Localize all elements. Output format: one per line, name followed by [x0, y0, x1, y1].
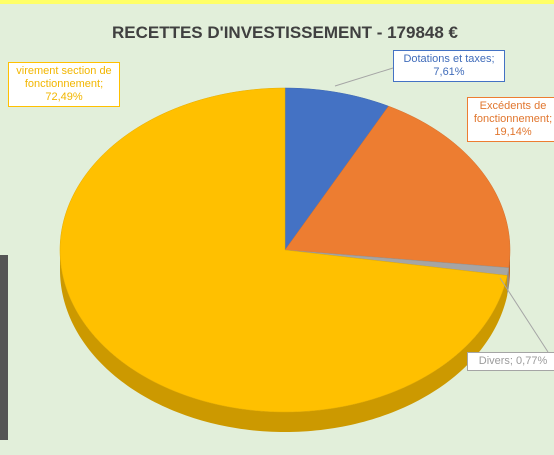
- label-value: 72,49%: [45, 91, 83, 103]
- data-label: virement section de fonctionnement; 72,49…: [8, 62, 120, 107]
- label-separator: ;: [549, 113, 553, 125]
- slice: [284, 105, 511, 269]
- label-category: Dotations et taxes: [403, 53, 492, 65]
- label-category: virement section de fonctionnement: [16, 65, 112, 90]
- label-value: 19,14%: [494, 126, 532, 138]
- chart-title: RECETTES D'INVESTISSEMENT - 179848 €: [112, 23, 459, 42]
- label-separator: ;: [509, 355, 513, 367]
- label-value: 0,77%: [516, 355, 548, 367]
- label-category: Excédents de fonctionnement: [473, 100, 550, 125]
- side-strip: [0, 255, 8, 440]
- label-separator: ;: [491, 53, 495, 65]
- slice: [284, 87, 389, 251]
- leader-line: [499, 277, 549, 353]
- label-value: 7,61%: [433, 66, 465, 78]
- slice: [59, 87, 508, 413]
- data-label: Divers; 0,77%: [467, 352, 554, 371]
- leader-line: [334, 67, 394, 87]
- label-separator: ;: [100, 78, 104, 90]
- label-category: Divers: [478, 355, 510, 367]
- top-border: [0, 0, 554, 4]
- data-label: Dotations et taxes; 7,61%: [393, 50, 505, 82]
- data-label: Excédents de fonctionnement; 19,14%: [467, 97, 554, 142]
